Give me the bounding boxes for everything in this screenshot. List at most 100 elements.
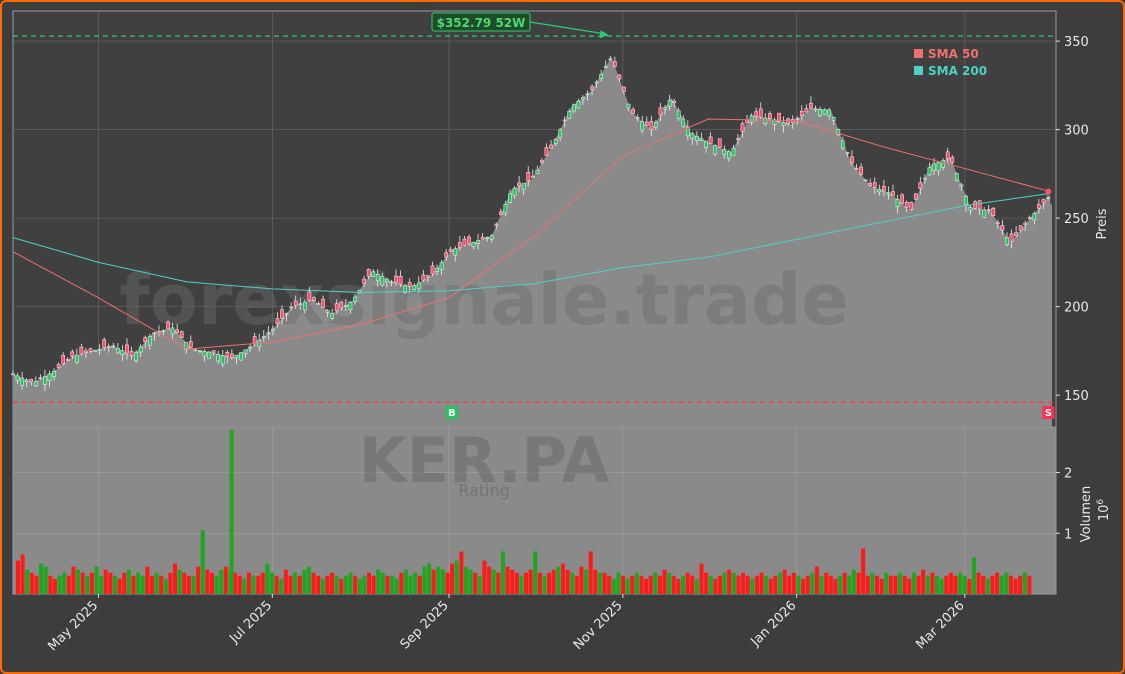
legend-swatch-sma200: [914, 66, 923, 75]
candle-down: [211, 350, 216, 354]
volume-bar: [584, 569, 589, 594]
candle-down: [736, 138, 740, 141]
candle-up: [731, 148, 736, 156]
volume-bar: [500, 551, 505, 594]
legend: SMA 50 SMA 200: [914, 47, 987, 78]
volume-bar: [62, 572, 67, 594]
volume-bar: [16, 560, 21, 594]
candle-down: [1046, 197, 1050, 199]
price-tick-label: 200: [1064, 301, 1089, 316]
candle-up: [685, 126, 690, 137]
volume-bar: [168, 572, 173, 594]
volume-bar: [320, 578, 325, 594]
volume-bar: [173, 563, 178, 594]
candle-down: [918, 182, 923, 189]
volume-bar: [833, 578, 838, 594]
volume-bar: [574, 575, 579, 594]
volume-bar: [297, 575, 302, 594]
volume-bar: [477, 575, 482, 594]
volume-bar: [450, 563, 455, 594]
candle-up: [982, 209, 987, 218]
candle-up: [485, 237, 490, 239]
candle-down: [745, 119, 749, 124]
volume-bar: [528, 569, 533, 594]
volume-bar: [750, 578, 755, 594]
volume-bar: [560, 563, 565, 594]
candle-down: [316, 303, 321, 305]
candle-down: [143, 337, 148, 342]
candle-down: [1018, 225, 1023, 231]
volume-bar: [1018, 575, 1023, 594]
volume-bar: [496, 572, 501, 594]
volume-bar: [796, 575, 801, 594]
volume-bar: [34, 575, 39, 594]
candle-down: [909, 202, 914, 210]
volume-bar: [491, 569, 496, 594]
volume-bar: [916, 575, 921, 594]
candle-down: [38, 377, 43, 380]
volume-bar: [117, 578, 122, 594]
candle-up: [11, 373, 15, 376]
volume-bar: [778, 572, 783, 594]
volume-bar: [653, 572, 658, 594]
candle-down: [945, 151, 950, 160]
ticker-watermark: KER.PA: [359, 424, 610, 497]
candle-down: [1027, 217, 1032, 220]
volume-bar: [819, 575, 824, 594]
candle-up: [193, 349, 198, 351]
candle-up: [576, 100, 581, 109]
candle-up: [353, 296, 357, 302]
volume-bar: [136, 572, 141, 594]
volume-bar: [639, 575, 644, 594]
volume-bar: [759, 572, 764, 594]
volume-bar: [967, 578, 972, 594]
volume-bar: [814, 566, 819, 594]
volume-bar: [306, 566, 311, 594]
candle-down: [339, 301, 344, 309]
candle-up: [763, 117, 768, 124]
candle-down: [845, 152, 850, 154]
volume-bar: [163, 578, 168, 594]
volume-bar: [958, 572, 963, 594]
volume-unit-label: 106: [1096, 499, 1112, 522]
volume-bar: [902, 575, 907, 594]
volume-bar: [787, 575, 792, 594]
candle-up: [435, 268, 439, 272]
volume-bar: [556, 566, 561, 594]
candle-down: [289, 306, 293, 309]
candle-down: [366, 269, 371, 277]
candle-up: [389, 281, 394, 283]
candle-down: [312, 297, 316, 302]
golden-cross-marker: [448, 287, 455, 288]
candle-up: [147, 336, 152, 346]
candle-up: [923, 177, 927, 180]
candle-up: [97, 348, 102, 351]
candle-down: [590, 86, 594, 90]
candle-down: [280, 309, 284, 319]
volume-bar: [547, 572, 552, 594]
candle-down: [854, 168, 859, 170]
volume-bar: [20, 554, 25, 594]
volume-bar: [630, 575, 635, 594]
volume-axis-label: Volumen: [1079, 486, 1094, 543]
volume-bar: [865, 575, 870, 594]
watermark: forexsignale.trade: [119, 259, 848, 341]
volume-bar: [935, 575, 940, 594]
volume-bar: [343, 575, 348, 594]
candle-down: [740, 123, 745, 132]
candle-up: [512, 188, 517, 196]
52w-high-arrow: [529, 21, 607, 35]
volume-bar: [154, 572, 159, 594]
volume-bar: [39, 563, 44, 594]
candle-up: [508, 193, 512, 203]
volume-bar: [43, 566, 48, 594]
candle-down: [996, 222, 1000, 224]
sell-marker: [1042, 406, 1055, 419]
candle-down: [530, 175, 535, 178]
legend-label-sma50: SMA 50: [928, 47, 979, 61]
candle-up: [284, 312, 289, 315]
candle-up: [553, 138, 558, 144]
candle-up: [603, 66, 608, 68]
candle-down: [1037, 204, 1041, 209]
candle-down: [799, 110, 804, 116]
